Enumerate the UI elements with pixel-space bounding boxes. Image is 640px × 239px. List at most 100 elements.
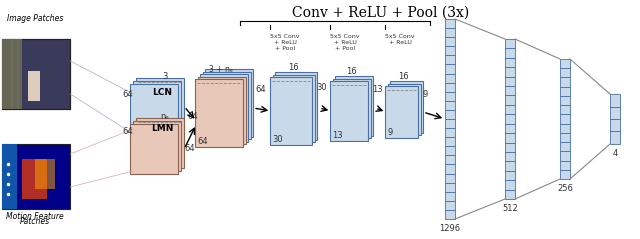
FancyBboxPatch shape: [273, 75, 315, 142]
Text: 30: 30: [316, 82, 327, 92]
FancyBboxPatch shape: [505, 105, 515, 114]
FancyBboxPatch shape: [445, 83, 455, 92]
Text: 512: 512: [502, 204, 518, 213]
FancyBboxPatch shape: [445, 74, 455, 83]
Text: Patches: Patches: [20, 217, 51, 226]
Text: LMN: LMN: [151, 125, 173, 134]
FancyBboxPatch shape: [445, 92, 455, 101]
FancyBboxPatch shape: [22, 159, 47, 199]
Text: 13: 13: [332, 131, 343, 141]
Text: 9: 9: [387, 129, 392, 137]
FancyBboxPatch shape: [560, 105, 570, 114]
Text: 64: 64: [188, 112, 198, 121]
FancyBboxPatch shape: [270, 77, 312, 145]
FancyBboxPatch shape: [560, 170, 570, 179]
FancyBboxPatch shape: [133, 121, 181, 171]
FancyBboxPatch shape: [610, 119, 620, 131]
Text: LCN: LCN: [152, 87, 172, 97]
FancyBboxPatch shape: [445, 110, 455, 119]
Text: 13: 13: [372, 85, 383, 93]
FancyBboxPatch shape: [203, 71, 251, 140]
Text: Motion Feature: Motion Feature: [6, 212, 64, 221]
FancyBboxPatch shape: [505, 96, 515, 105]
FancyBboxPatch shape: [200, 74, 248, 142]
FancyBboxPatch shape: [560, 68, 570, 77]
FancyBboxPatch shape: [445, 101, 455, 110]
FancyBboxPatch shape: [35, 159, 55, 189]
Text: 1296: 1296: [440, 224, 461, 233]
FancyBboxPatch shape: [275, 72, 317, 140]
FancyBboxPatch shape: [445, 164, 455, 174]
FancyBboxPatch shape: [505, 124, 515, 133]
Text: 16: 16: [398, 71, 409, 81]
FancyBboxPatch shape: [445, 192, 455, 201]
FancyBboxPatch shape: [560, 59, 570, 68]
FancyBboxPatch shape: [505, 161, 515, 171]
Text: 64: 64: [197, 137, 208, 147]
FancyBboxPatch shape: [560, 151, 570, 161]
FancyBboxPatch shape: [505, 77, 515, 86]
FancyBboxPatch shape: [28, 71, 40, 101]
Text: Conv + ReLU + Pool (3x): Conv + ReLU + Pool (3x): [291, 6, 468, 20]
FancyBboxPatch shape: [445, 137, 455, 146]
FancyBboxPatch shape: [133, 81, 181, 136]
FancyBboxPatch shape: [505, 114, 515, 124]
FancyBboxPatch shape: [445, 55, 455, 65]
FancyBboxPatch shape: [445, 19, 455, 28]
FancyBboxPatch shape: [330, 81, 368, 141]
FancyBboxPatch shape: [445, 37, 455, 46]
FancyBboxPatch shape: [445, 155, 455, 164]
FancyBboxPatch shape: [560, 87, 570, 96]
FancyBboxPatch shape: [388, 83, 420, 136]
FancyBboxPatch shape: [560, 77, 570, 87]
FancyBboxPatch shape: [610, 107, 620, 119]
FancyBboxPatch shape: [505, 171, 515, 180]
Text: 5x5 Conv
+ ReLU
+ Pool: 5x5 Conv + ReLU + Pool: [330, 34, 360, 51]
FancyBboxPatch shape: [3, 39, 22, 109]
Text: 3 + nₑ: 3 + nₑ: [209, 65, 233, 74]
Text: 9: 9: [422, 90, 428, 98]
Text: 16: 16: [346, 66, 356, 76]
FancyBboxPatch shape: [610, 131, 620, 144]
FancyBboxPatch shape: [560, 161, 570, 170]
FancyBboxPatch shape: [445, 46, 455, 55]
FancyBboxPatch shape: [505, 58, 515, 67]
FancyBboxPatch shape: [445, 65, 455, 74]
Text: 16: 16: [288, 63, 298, 71]
FancyBboxPatch shape: [445, 174, 455, 183]
FancyBboxPatch shape: [205, 69, 253, 137]
FancyBboxPatch shape: [505, 152, 515, 161]
FancyBboxPatch shape: [131, 84, 178, 139]
FancyBboxPatch shape: [131, 124, 178, 174]
FancyBboxPatch shape: [3, 39, 70, 109]
Text: 5x5 Conv
+ ReLU
+ Pool: 5x5 Conv + ReLU + Pool: [271, 34, 300, 51]
FancyBboxPatch shape: [505, 142, 515, 152]
Text: 64: 64: [123, 127, 133, 136]
Text: nₑ: nₑ: [160, 112, 169, 120]
FancyBboxPatch shape: [505, 67, 515, 77]
FancyBboxPatch shape: [505, 190, 515, 199]
Text: 3: 3: [163, 71, 168, 81]
FancyBboxPatch shape: [445, 201, 455, 210]
Text: 5x5 Conv
+ ReLU: 5x5 Conv + ReLU: [385, 34, 415, 45]
Text: 64: 64: [123, 90, 133, 98]
Text: Image Patches: Image Patches: [7, 14, 63, 23]
FancyBboxPatch shape: [195, 79, 243, 147]
FancyBboxPatch shape: [505, 133, 515, 142]
Text: 30: 30: [272, 136, 283, 145]
FancyBboxPatch shape: [505, 180, 515, 190]
FancyBboxPatch shape: [445, 28, 455, 37]
FancyBboxPatch shape: [390, 81, 423, 133]
FancyBboxPatch shape: [136, 78, 184, 133]
FancyBboxPatch shape: [445, 210, 455, 219]
FancyBboxPatch shape: [335, 76, 373, 136]
Text: 64: 64: [255, 85, 266, 93]
FancyBboxPatch shape: [505, 49, 515, 58]
Text: 256: 256: [557, 184, 573, 193]
FancyBboxPatch shape: [198, 76, 246, 145]
FancyBboxPatch shape: [560, 124, 570, 133]
FancyBboxPatch shape: [560, 142, 570, 151]
Text: 4: 4: [612, 149, 618, 158]
FancyBboxPatch shape: [505, 86, 515, 96]
Text: 64: 64: [184, 145, 195, 153]
